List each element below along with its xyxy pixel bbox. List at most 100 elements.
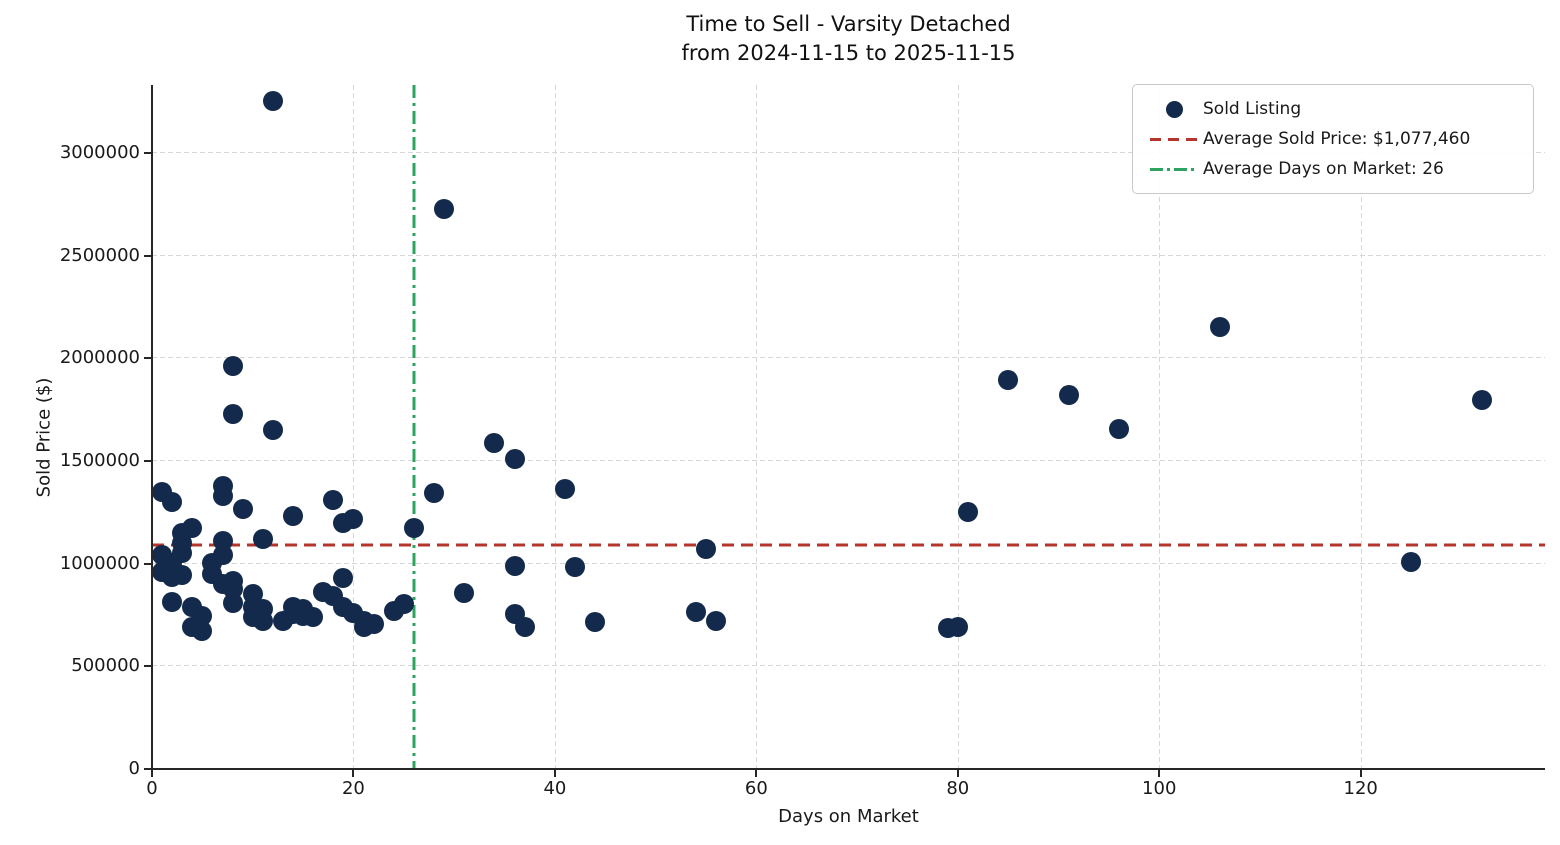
x-axis-spine (151, 768, 1545, 770)
scatter-point (222, 403, 243, 424)
scatter-point (504, 448, 525, 469)
x-gridline (554, 85, 556, 769)
legend-item-sold-listing: Sold Listing (1145, 94, 1519, 124)
scatter-point (403, 517, 424, 538)
scatter-point (192, 621, 213, 642)
scatter-point (182, 517, 203, 538)
scatter-point (434, 199, 455, 220)
scatter-point (323, 489, 344, 510)
y-gridline (152, 459, 1545, 461)
scatter-point (504, 555, 525, 576)
y-gridline (152, 562, 1545, 564)
y-tick-mark (144, 254, 151, 257)
x-tick-mark (553, 770, 556, 777)
y-tick-label: 3000000 (59, 141, 140, 163)
scatter-point (947, 617, 968, 638)
y-gridline (152, 254, 1545, 256)
legend-marker-cell (1145, 167, 1203, 171)
x-tick-label: 120 (1343, 778, 1378, 799)
y-tick-label: 2000000 (59, 347, 140, 369)
x-gridline (353, 85, 355, 769)
y-gridline (152, 665, 1545, 667)
y-tick-mark (144, 562, 151, 565)
scatter-point (252, 611, 273, 632)
scatter-point (212, 485, 233, 506)
scatter-point (1401, 551, 1422, 572)
x-tick-label: 80 (946, 778, 970, 799)
scatter-point (252, 528, 273, 549)
scatter-point (222, 356, 243, 377)
average-sold-price-line (152, 543, 1545, 547)
scatter-point (262, 420, 283, 441)
x-tick-mark (1158, 770, 1161, 777)
x-tick-mark (352, 770, 355, 777)
x-gridline (1360, 85, 1362, 769)
scatter-point (162, 591, 183, 612)
scatter-point (685, 601, 706, 622)
x-tick-mark (151, 770, 153, 777)
scatter-point (162, 491, 183, 512)
y-axis-spine (151, 85, 153, 769)
scatter-point (1209, 317, 1230, 338)
y-tick-label: 500000 (71, 655, 140, 677)
legend-marker-cell (1145, 100, 1203, 118)
y-tick-mark (144, 459, 151, 462)
x-tick-label: 0 (146, 778, 158, 799)
legend-marker-cell (1145, 137, 1203, 141)
scatter-point (554, 478, 575, 499)
dashdot-line-icon (1150, 167, 1198, 171)
x-gridline (1159, 85, 1161, 769)
x-gridline (756, 85, 758, 769)
scatter-point (585, 612, 606, 633)
legend-label: Sold Listing (1203, 99, 1302, 119)
x-tick-mark (1359, 770, 1362, 777)
x-tick-label: 60 (744, 778, 768, 799)
scatter-point (504, 603, 525, 624)
y-tick-label: 2500000 (59, 244, 140, 266)
dashed-line-icon (1150, 137, 1198, 141)
y-tick-mark (144, 768, 151, 770)
y-tick-mark (144, 357, 151, 360)
legend-label: Average Sold Price: $1,077,460 (1203, 129, 1471, 149)
y-axis-label: Sold Price ($) (33, 377, 55, 498)
plot-area: 0 20 40 60 80 100 120 0 500000 1000000 1500000 2000… (60, 85, 1545, 799)
x-tick-mark (956, 770, 959, 777)
x-tick-label: 100 (1142, 778, 1177, 799)
chart-title-line1: Time to Sell - Varsity Detached (686, 12, 1011, 36)
x-tick-label: 20 (341, 778, 365, 799)
scatter-point (283, 506, 303, 527)
legend-label: Average Days on Market: 26 (1203, 159, 1444, 179)
legend: Sold Listing Average Sold Price: $1,077,… (1132, 84, 1534, 194)
y-tick-label: 1500000 (59, 449, 140, 471)
sold-listing-dot-icon (1165, 100, 1183, 118)
y-tick-mark (144, 151, 151, 154)
scatter-point (232, 499, 253, 520)
scatter-point (1108, 419, 1129, 440)
scatter-point (424, 482, 445, 503)
scatter-point (998, 369, 1019, 390)
scatter-point (162, 552, 183, 573)
x-gridline (957, 85, 959, 769)
scatter-point (222, 592, 243, 613)
legend-item-average-sold-price: Average Sold Price: $1,077,460 (1145, 124, 1519, 154)
scatter-point (957, 502, 978, 523)
scatter-point (303, 607, 324, 627)
scatter-point (262, 91, 283, 112)
scatter-point (333, 567, 354, 588)
legend-item-average-days-on-market: Average Days on Market: 26 (1145, 154, 1519, 184)
scatter-point (695, 539, 716, 560)
y-gridline (152, 357, 1545, 359)
average-days-on-market-line (412, 85, 416, 769)
scatter-point (343, 509, 364, 530)
y-gridline (152, 151, 1545, 153)
scatter-point (1058, 385, 1079, 406)
scatter-point (565, 556, 586, 577)
scatter-point (706, 611, 727, 632)
x-tick-mark (755, 770, 758, 777)
x-axis-label: Days on Market (778, 806, 919, 827)
scatter-point (363, 614, 384, 635)
scatter-point (484, 433, 505, 454)
chart-title-line2: from 2024-11-15 to 2025-11-15 (681, 41, 1016, 65)
y-tick-label: 1000000 (59, 552, 140, 574)
